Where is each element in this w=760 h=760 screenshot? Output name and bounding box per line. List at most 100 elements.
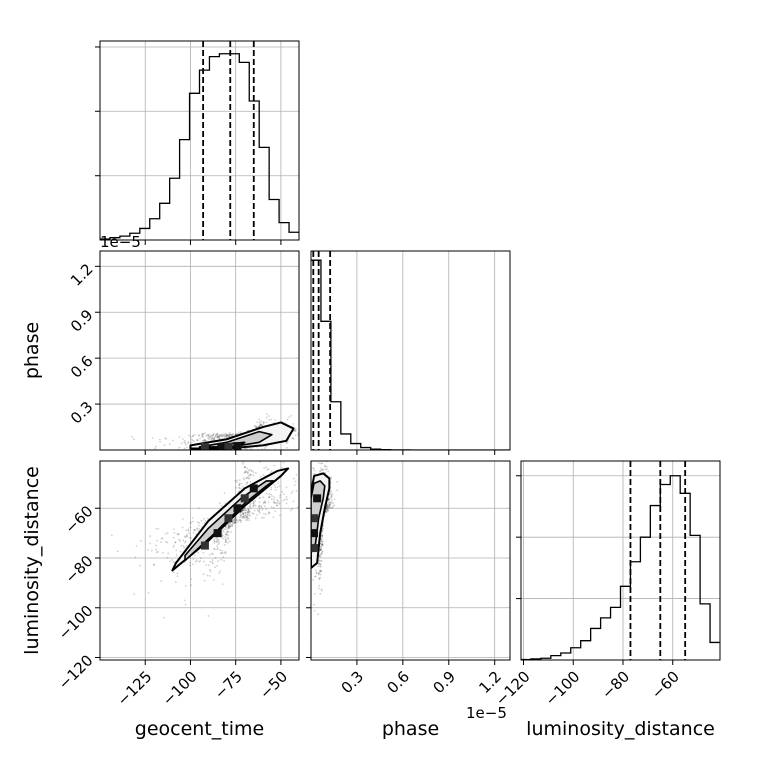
density-geocent-time-vs-luminosity-distance-sample-point [233,519,236,522]
density-geocent-time-vs-phase-sample-point [202,433,204,435]
density-geocent-time-vs-luminosity-distance-sample-point [138,564,141,567]
density-geocent-time-vs-luminosity-distance-sample-point [261,508,264,511]
density-geocent-time-vs-luminosity-distance-sample-point [285,502,288,505]
density-geocent-time-vs-luminosity-distance-sample-point [223,552,226,554]
density-geocent-time-vs-luminosity-distance-sample-point [197,524,200,527]
density-geocent-time-vs-luminosity-distance-sample-point [214,566,216,569]
density-geocent-time-vs-phase-sample-point [215,432,218,435]
density-geocent-time-vs-luminosity-distance-sample-point [249,514,252,517]
density-geocent-time-vs-phase-sample-point [212,437,215,440]
density-phase-vs-luminosity-distance-content [311,461,339,635]
density-geocent-time-vs-luminosity-distance-sample-point [224,541,227,544]
density-geocent-time-vs-luminosity-distance-sample-point [229,524,232,527]
density-geocent-time-vs-luminosity-distance-sample-point [181,517,184,520]
density-geocent-time-vs-luminosity-distance-sample-point [220,551,223,554]
density-geocent-time-vs-phase-sample-point [265,413,268,415]
density-geocent-time-vs-luminosity-distance-sample-point [281,491,284,493]
density-geocent-time-vs-phase-sample-point [223,433,226,436]
density-geocent-time-vs-luminosity-distance-sample-point [242,516,245,519]
density-geocent-time-vs-luminosity-distance-sample-point [253,503,255,506]
density-geocent-time-vs-luminosity-distance-sample-point [218,571,221,574]
density-geocent-time-vs-luminosity-distance-sample-point [243,508,245,511]
density-geocent-time-vs-phase-sample-point [236,432,239,435]
density-geocent-time-vs-luminosity-distance-sample-point [185,534,188,536]
density-geocent-time-vs-phase-sample-point [263,421,265,424]
density-geocent-time-vs-luminosity-distance-sample-point [207,564,210,566]
density-phase-vs-luminosity-distance-sample-point [313,473,315,475]
density-geocent-time-vs-phase-sample-point [222,435,225,437]
density-geocent-time-vs-phase-sample-point [221,433,223,436]
density-geocent-time-vs-luminosity-distance-sample-point [196,528,199,531]
density-geocent-time-vs-luminosity-distance-sample-point [195,560,197,563]
density-geocent-time-vs-luminosity-distance-sample-point [265,513,267,516]
density-geocent-time-vs-luminosity-distance-sample-point [183,546,186,549]
density-phase-vs-luminosity-distance-sample-point [326,509,329,512]
density-phase-vs-luminosity-distance-sample-point [317,562,320,565]
density-geocent-time-vs-phase-sample-point [202,436,204,438]
density-phase-vs-luminosity-distance-sample-point [313,575,316,578]
density-phase-vs-luminosity-distance-sample-point [321,589,323,592]
density-geocent-time-vs-phase-sample-point [262,422,265,425]
density-phase-vs-luminosity-distance-sample-point [322,468,325,471]
density-geocent-time-vs-phase-sample-point [259,423,262,425]
density-geocent-time-vs-luminosity-distance-sample-point [227,524,230,527]
density-geocent-time-vs-phase-sample-point [292,437,295,439]
density-geocent-time-vs-luminosity-distance-sample-point [228,522,230,525]
density-geocent-time-vs-phase-sample-point [224,435,227,438]
density-geocent-time-vs-luminosity-distance-sample-point [133,593,136,596]
density-geocent-time-vs-phase-sample-point [229,433,232,436]
density-geocent-time-vs-luminosity-distance-sample-point [166,556,169,559]
density-geocent-time-vs-luminosity-distance-sample-point [261,506,263,509]
density-geocent-time-vs-phase-sample-point [218,437,221,440]
density-geocent-time-vs-luminosity-distance-sample-point [252,474,255,477]
density-geocent-time-vs-luminosity-distance-sample-point [280,466,283,469]
density-geocent-time-vs-luminosity-distance-sample-point [241,485,244,488]
density-geocent-time-vs-luminosity-distance-sample-point [258,506,261,508]
density-geocent-time-vs-phase-sample-point [181,438,184,440]
density-geocent-time-vs-luminosity-distance-sample-point [235,481,238,483]
density-geocent-time-vs-luminosity-distance-sample-point [224,502,227,505]
density-geocent-time-vs-luminosity-distance-sample-point [270,488,273,491]
density-geocent-time-vs-luminosity-distance-sample-point [211,559,214,562]
density-phase-vs-luminosity-distance-sample-point [328,498,331,501]
density-phase-vs-luminosity-distance-sample-point [313,467,315,470]
density-geocent-time-vs-phase-sample-point [212,433,215,436]
density-geocent-time-vs-luminosity-distance-sample-point [162,552,164,554]
density-phase-vs-luminosity-distance-sample-point [327,470,330,473]
density-geocent-time-vs-phase-sample-point [225,436,228,439]
density-geocent-time-vs-phase-sample-point [253,424,256,427]
density-geocent-time-vs-phase-sample-point [196,438,198,441]
density-geocent-time-vs-luminosity-distance-sample-point [135,545,138,547]
density-phase-vs-luminosity-distance-sample-point [312,467,314,469]
density-phase-vs-luminosity-distance-sample-point [317,613,319,616]
density-phase-vs-luminosity-distance-sample-point [325,465,328,468]
density-geocent-time-vs-luminosity-distance-sample-point [234,519,237,522]
density-geocent-time-vs-phase-sample-point [213,438,216,441]
hist-phase-panel [310,250,511,455]
density-geocent-time-vs-luminosity-distance-sample-point [172,561,175,564]
density-geocent-time-vs-phase-sample-point [206,433,209,436]
density-phase-vs-luminosity-distance-sample-point [329,501,332,504]
density-phase-vs-luminosity-distance-sample-point [319,542,322,545]
hist-geocent-time-panel [95,40,300,245]
density-geocent-time-vs-luminosity-distance-sample-point [232,520,235,523]
density-geocent-time-vs-luminosity-distance-sample-point [246,482,248,484]
density-phase-vs-luminosity-distance-sample-point [321,544,324,547]
density-phase-vs-luminosity-distance-sample-point [318,577,321,580]
density-geocent-time-vs-phase-sample-point [232,433,235,436]
density-geocent-time-vs-luminosity-distance-sample-point [238,484,241,486]
density-geocent-time-vs-phase-sample-point [265,421,268,424]
density-geocent-time-vs-luminosity-distance-sample-point [246,467,249,470]
density-geocent-time-vs-luminosity-distance-sample-point [212,547,215,550]
density-geocent-time-vs-luminosity-distance-sample-point [268,496,271,499]
density-geocent-time-vs-phase-sample-point [219,434,221,437]
density-phase-vs-luminosity-distance-sample-point [329,504,331,506]
density-geocent-time-vs-luminosity-distance-sample-point [273,501,276,504]
density-geocent-time-vs-luminosity-distance-sample-point [172,536,175,539]
density-geocent-time-vs-luminosity-distance-sample-point [243,471,246,474]
density-phase-vs-luminosity-distance-sample-point [329,489,332,492]
density-geocent-time-vs-luminosity-distance-sample-point [249,503,252,505]
density-geocent-time-vs-luminosity-distance-sample-point [272,506,275,509]
density-geocent-time-vs-luminosity-distance-sample-point [245,483,248,486]
density-geocent-time-vs-luminosity-distance-sample-point [278,496,281,499]
